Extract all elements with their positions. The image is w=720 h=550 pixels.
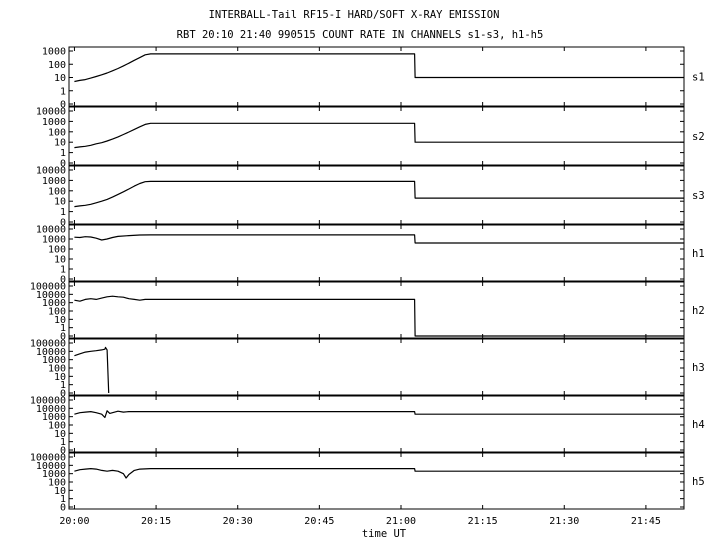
y-tick-label-h4: 100000 xyxy=(30,396,66,407)
y-tick-label-s3: 10 xyxy=(54,197,66,208)
y-tick-label-s3: 0 xyxy=(60,218,66,229)
y-tick-label-h4: 10 xyxy=(54,429,66,440)
y-tick-label-h3: 0 xyxy=(60,389,66,400)
y-tick-label-h4: 10000 xyxy=(36,404,66,415)
panel-frame-h3 xyxy=(68,338,685,396)
y-tick-label-s1: 1000 xyxy=(42,47,66,58)
channel-label-h5: h5 xyxy=(692,476,705,488)
y-tick-label-h2: 10 xyxy=(54,315,66,326)
x-tick-label: 21:45 xyxy=(631,516,661,527)
y-tick-label-s1: 0 xyxy=(60,100,66,111)
panel-frame-h5 xyxy=(68,452,685,510)
panel-frame-h1 xyxy=(68,224,685,282)
x-tick-label: 20:30 xyxy=(223,516,253,527)
y-tick-label-h1: 1000 xyxy=(42,235,66,246)
x-tick-label: 20:15 xyxy=(141,516,171,527)
y-tick-label-h5: 10000 xyxy=(36,461,66,472)
series-line-h4 xyxy=(74,410,684,419)
y-tick-label-h3: 1000 xyxy=(42,355,66,366)
panel-frame-s1 xyxy=(68,46,685,107)
channel-label-s1: s1 xyxy=(692,72,705,84)
series-line-h2 xyxy=(74,295,684,337)
y-tick-label-h1: 1 xyxy=(60,265,66,276)
y-tick-label-s3: 100 xyxy=(48,186,66,197)
series-line-h1 xyxy=(74,234,684,244)
channel-label-h3: h3 xyxy=(692,362,705,374)
channel-label-h4: h4 xyxy=(692,419,705,431)
panel-frame-h2 xyxy=(68,281,685,339)
y-tick-label-s1: 1 xyxy=(60,86,66,97)
series-line-s2 xyxy=(74,122,684,149)
y-tick-label-h4: 1000 xyxy=(42,412,66,423)
y-tick-label-h1: 10 xyxy=(54,255,66,266)
y-tick-label-s2: 1000 xyxy=(42,117,66,128)
y-tick-label-h4: 100 xyxy=(48,421,66,432)
y-tick-label-s2: 0 xyxy=(60,159,66,170)
channel-label-s2: s2 xyxy=(692,131,705,143)
y-tick-label-h1: 10000 xyxy=(36,225,66,236)
y-tick-label-h5: 10 xyxy=(54,486,66,497)
y-tick-label-h2: 1 xyxy=(60,323,66,334)
panels: 10001001010s11000010001001010s2100001000… xyxy=(30,46,705,514)
channel-label-s3: s3 xyxy=(692,190,705,202)
series-line-s3 xyxy=(74,180,684,208)
y-tick-label-h2: 100 xyxy=(48,307,66,318)
panel-frame-s3 xyxy=(68,165,685,225)
y-tick-label-s1: 100 xyxy=(48,60,66,71)
x-tick-label: 21:15 xyxy=(468,516,498,527)
x-tick-label: 21:00 xyxy=(386,516,416,527)
chart-title: INTERBALL-Tail RF15-I HARD/SOFT X-RAY EM… xyxy=(209,9,500,21)
y-tick-label-h5: 0 xyxy=(60,503,66,514)
y-tick-label-s3: 1 xyxy=(60,207,66,218)
y-tick-label-h5: 1000 xyxy=(42,469,66,480)
y-tick-label-h3: 100000 xyxy=(30,339,66,350)
y-tick-label-h3: 10000 xyxy=(36,347,66,358)
y-tick-label-h2: 100000 xyxy=(30,282,66,293)
y-tick-label-h1: 0 xyxy=(60,275,66,286)
y-tick-label-h4: 1 xyxy=(60,437,66,448)
y-tick-label-h5: 100000 xyxy=(30,453,66,464)
y-tick-label-h5: 1 xyxy=(60,494,66,505)
y-tick-label-s2: 10000 xyxy=(36,107,66,118)
y-tick-label-h4: 0 xyxy=(60,446,66,457)
y-tick-label-s3: 10000 xyxy=(36,166,66,177)
series-line-h3 xyxy=(74,346,110,394)
series-line-s1 xyxy=(74,53,684,83)
y-tick-label-h3: 100 xyxy=(48,364,66,375)
y-tick-label-h3: 1 xyxy=(60,380,66,391)
y-tick-label-h3: 10 xyxy=(54,372,66,383)
x-tick-label: 21:30 xyxy=(549,516,579,527)
x-axis: 20:00 20:15 20:30 20:45 21:00 21:15 21:30 21:45 xyxy=(59,516,661,527)
y-tick-label-h2: 10000 xyxy=(36,290,66,301)
channel-label-h1: h1 xyxy=(692,248,705,260)
y-tick-label-s2: 100 xyxy=(48,127,66,138)
x-tick-label: 20:45 xyxy=(304,516,334,527)
series-line-h5 xyxy=(74,468,684,479)
y-tick-label-h2: 1000 xyxy=(42,298,66,309)
y-tick-label-h1: 100 xyxy=(48,245,66,256)
y-tick-label-s3: 1000 xyxy=(42,176,66,187)
y-tick-label-s1: 10 xyxy=(54,73,66,84)
panel-frame-h4 xyxy=(68,395,685,453)
y-tick-label-s2: 10 xyxy=(54,138,66,149)
x-axis-label: time UT xyxy=(362,528,407,540)
y-tick-label-s2: 1 xyxy=(60,148,66,159)
chart-subtitle: RBT 20:10 21:40 990515 COUNT RATE IN CHA… xyxy=(177,29,544,41)
y-tick-label-h5: 100 xyxy=(48,478,66,489)
panel-frame-s2 xyxy=(68,106,685,166)
x-tick-label: 20:00 xyxy=(59,516,89,527)
y-tick-label-h2: 0 xyxy=(60,332,66,343)
channel-label-h2: h2 xyxy=(692,305,705,317)
